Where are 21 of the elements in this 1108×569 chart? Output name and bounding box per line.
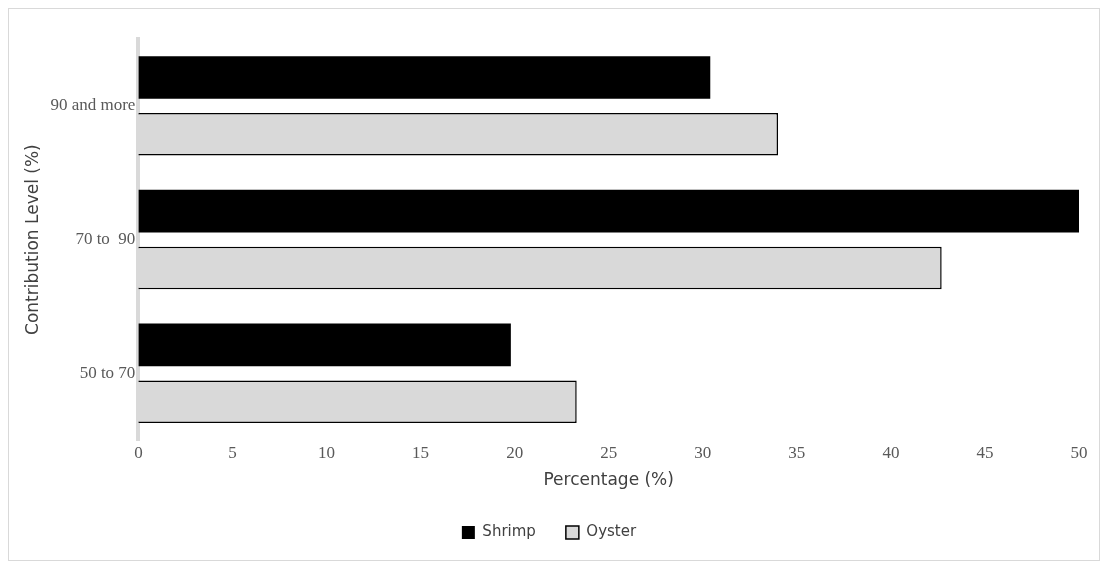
x-tick-label: 10 — [318, 442, 335, 462]
x-tick-label: 0 — [134, 442, 143, 462]
x-tick-label: 25 — [600, 442, 618, 462]
y-tick-label: 50 to 70 — [79, 362, 136, 382]
bar — [138, 323, 511, 367]
y-axis-title: Contribution Level (%) — [21, 144, 42, 335]
x-tick-label: 45 — [976, 442, 994, 462]
x-tick-label: 35 — [788, 442, 806, 462]
x-tick-label: 50 — [1070, 442, 1088, 462]
x-tick-label: 5 — [228, 442, 237, 462]
legend-label: Shrimp — [482, 522, 536, 541]
bar — [138, 56, 711, 99]
x-tick-label: 40 — [882, 442, 900, 462]
y-tick-label: 90 and more — [50, 95, 136, 115]
bar — [138, 189, 1079, 233]
x-axis-title: Percentage (%) — [543, 469, 674, 490]
x-tick-label: 30 — [694, 442, 712, 462]
x-tick-label: 20 — [506, 442, 524, 462]
y-tick-label: 70 to 90 — [75, 229, 136, 249]
x-tick-label: 15 — [412, 442, 430, 462]
legend-label: Oyster — [586, 522, 637, 541]
